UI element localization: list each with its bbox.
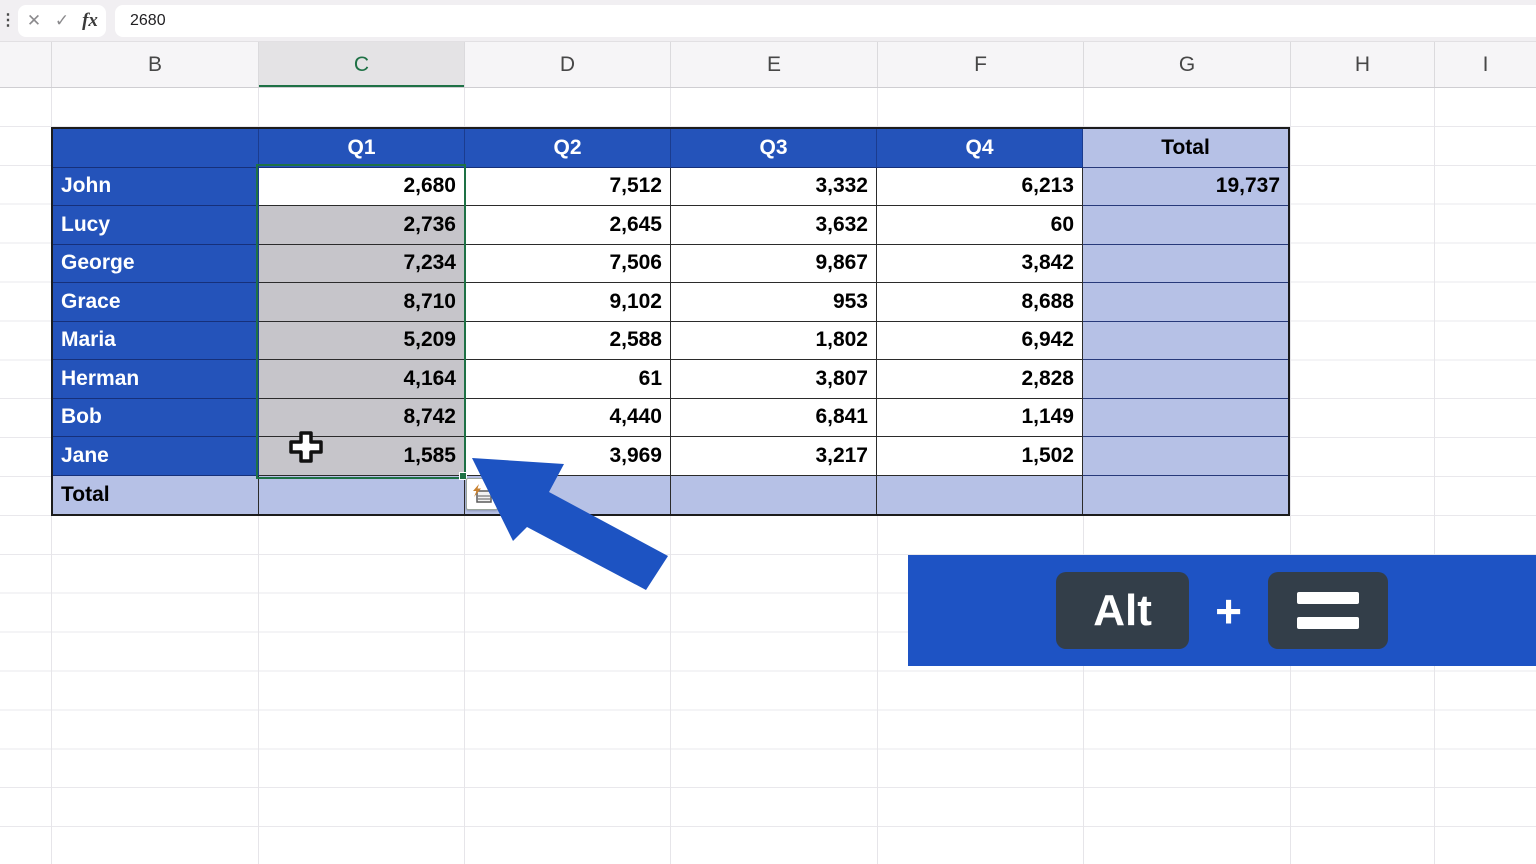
cell-q2-jane[interactable]: 3,969	[465, 437, 671, 476]
cell-total-row-blank[interactable]	[877, 475, 1083, 514]
grid-vertical-line	[1290, 88, 1291, 864]
cell-q1-george[interactable]: 7,234	[259, 244, 465, 283]
cell-total-row-blank[interactable]	[1083, 475, 1288, 514]
cell-q3-bob[interactable]: 6,841	[671, 398, 877, 437]
cell-header-total[interactable]: Total	[1083, 129, 1288, 168]
cell-total-maria[interactable]	[1083, 321, 1288, 360]
cell-total-row-blank[interactable]	[671, 475, 877, 514]
cell-name-jane[interactable]: Jane	[53, 437, 259, 476]
quick-analysis-button[interactable]	[466, 478, 498, 510]
cell-q2-grace[interactable]: 9,102	[465, 283, 671, 322]
cell-total-herman[interactable]	[1083, 360, 1288, 399]
cell-total-lucy[interactable]	[1083, 206, 1288, 245]
cell-name-grace[interactable]: Grace	[53, 283, 259, 322]
cell-q3-maria[interactable]: 1,802	[671, 321, 877, 360]
cell-q4-george[interactable]: 3,842	[877, 244, 1083, 283]
cell-q4-john[interactable]: 6,213	[877, 167, 1083, 206]
cell-q1-john[interactable]: 2,680	[259, 167, 465, 206]
formula-input[interactable]: 2680	[115, 5, 1536, 37]
cancel-icon[interactable]: ✕	[26, 11, 42, 30]
cell-q1-jane[interactable]: 1,585	[259, 437, 465, 476]
cell-total-bob[interactable]	[1083, 398, 1288, 437]
cell-name-herman[interactable]: Herman	[53, 360, 259, 399]
equals-glyph-bar	[1296, 617, 1359, 629]
cell-q3-lucy[interactable]: 3,632	[671, 206, 877, 245]
cell-header-q4[interactable]: Q4	[877, 129, 1083, 168]
cell-q4-maria[interactable]: 6,942	[877, 321, 1083, 360]
alt-keycap: Alt	[1056, 572, 1190, 649]
quick-analysis-icon	[473, 484, 492, 503]
cell-total-george[interactable]	[1083, 244, 1288, 283]
cell-q3-john[interactable]: 3,332	[671, 167, 877, 206]
cell-total-jane[interactable]	[1083, 437, 1288, 476]
formula-buttons-group: ✕ ✓ fx	[18, 5, 106, 37]
cell-q1-lucy[interactable]: 2,736	[259, 206, 465, 245]
cell-name-lucy[interactable]: Lucy	[53, 206, 259, 245]
cell-q1-herman[interactable]: 4,164	[259, 360, 465, 399]
cell-q4-jane[interactable]: 1,502	[877, 437, 1083, 476]
cell-q1-bob[interactable]: 8,742	[259, 398, 465, 437]
cell-q3-herman[interactable]: 3,807	[671, 360, 877, 399]
cell-header-corner[interactable]	[53, 129, 259, 168]
cell-total-row-blank[interactable]	[259, 475, 465, 514]
cell-name-maria[interactable]: Maria	[53, 321, 259, 360]
drag-handle-icon[interactable]: ⋮	[0, 12, 16, 29]
column-header-I[interactable]: I	[1434, 42, 1536, 87]
cell-q2-lucy[interactable]: 2,645	[465, 206, 671, 245]
cell-q4-herman[interactable]: 2,828	[877, 360, 1083, 399]
column-header-C[interactable]: C	[258, 42, 464, 87]
formula-bar: ⋮ ✕ ✓ fx 2680	[0, 0, 1536, 42]
cell-q4-bob[interactable]: 1,149	[877, 398, 1083, 437]
cell-q2-maria[interactable]: 2,588	[465, 321, 671, 360]
data-table: Q1 Q2 Q3 Q4 Total John 2,680 7,512 3,332 6,213 19,…	[51, 127, 1290, 516]
equals-glyph-bar	[1296, 592, 1359, 604]
cell-total-john[interactable]: 19,737	[1083, 167, 1288, 206]
cell-name-john[interactable]: John	[53, 167, 259, 206]
enter-check-icon[interactable]: ✓	[54, 11, 70, 30]
grid-vertical-line	[1434, 88, 1435, 864]
cell-q2-john[interactable]: 7,512	[465, 167, 671, 206]
cell-q2-herman[interactable]: 61	[465, 360, 671, 399]
cell-q2-george[interactable]: 7,506	[465, 244, 671, 283]
cell-q3-grace[interactable]: 953	[671, 283, 877, 322]
cell-q3-jane[interactable]: 3,217	[671, 437, 877, 476]
fill-handle[interactable]	[459, 472, 467, 480]
cell-header-q2[interactable]: Q2	[465, 129, 671, 168]
column-header-H[interactable]: H	[1290, 42, 1434, 87]
cell-total-grace[interactable]	[1083, 283, 1288, 322]
cell-name-bob[interactable]: Bob	[53, 398, 259, 437]
cell-name-george[interactable]: George	[53, 244, 259, 283]
cell-header-q3[interactable]: Q3	[671, 129, 877, 168]
plus-sign: +	[1215, 584, 1242, 637]
insert-function-icon[interactable]: fx	[82, 10, 98, 31]
cell-q1-maria[interactable]: 5,209	[259, 321, 465, 360]
shortcut-banner: Alt +	[908, 555, 1536, 666]
column-header-B[interactable]: B	[51, 42, 258, 87]
column-header-D[interactable]: D	[464, 42, 670, 87]
cell-q4-lucy[interactable]: 60	[877, 206, 1083, 245]
column-header-F[interactable]: F	[877, 42, 1083, 87]
cell-q2-bob[interactable]: 4,440	[465, 398, 671, 437]
column-header-E[interactable]: E	[670, 42, 877, 87]
cell-q3-george[interactable]: 9,867	[671, 244, 877, 283]
cell-header-q1[interactable]: Q1	[259, 129, 465, 168]
cell-total-row-label[interactable]: Total	[53, 475, 259, 514]
equals-keycap	[1267, 572, 1388, 649]
column-header-G[interactable]: G	[1083, 42, 1290, 87]
cell-q4-grace[interactable]: 8,688	[877, 283, 1083, 322]
cell-q1-grace[interactable]: 8,710	[259, 283, 465, 322]
